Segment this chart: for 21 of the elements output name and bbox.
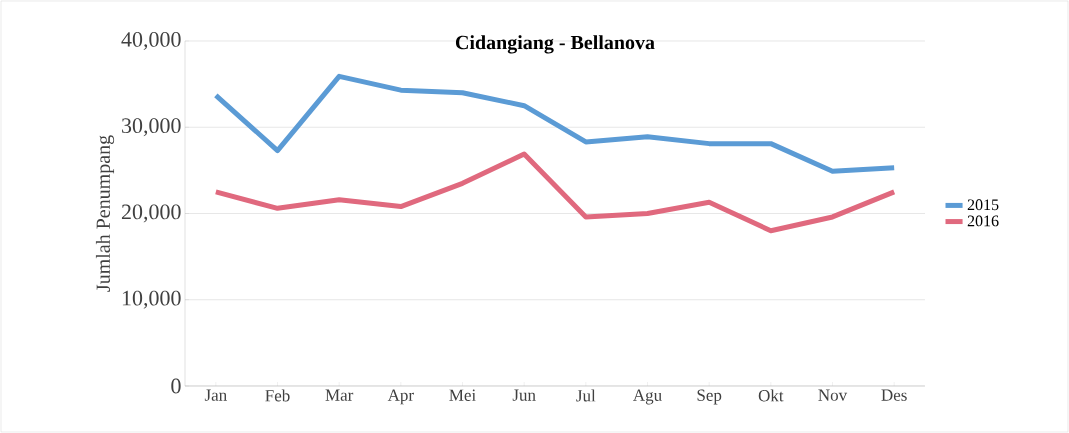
x-tick-label: Des	[881, 389, 907, 401]
y-tick-label: 20,000	[121, 204, 181, 223]
x-tick-label: Jan	[204, 389, 227, 401]
x-tick-label: Jun	[512, 389, 536, 401]
x-tick-label: Jul	[576, 389, 596, 402]
x-tick-label: Agu	[633, 389, 662, 405]
x-tick-label: Okt	[758, 389, 784, 402]
legend-label: 2015	[967, 199, 999, 211]
y-tick-label: 10,000	[122, 290, 181, 309]
legend-label: 2016	[967, 215, 999, 227]
x-tick-label: Mei	[449, 389, 476, 401]
y-tick-label: 30,000	[122, 118, 181, 137]
x-tick-label: Apr	[387, 389, 414, 405]
x-tick-label: Feb	[265, 389, 290, 402]
y-tick-label: 40,000	[121, 31, 181, 51]
chart-title: Cidangiang - Bellanova	[455, 35, 655, 54]
x-tick-label: Mar	[325, 389, 354, 401]
y-axis-title: Jumlah Penumpang	[95, 135, 115, 292]
x-tick-label: Sep	[697, 389, 722, 405]
x-tick-label: Nov	[818, 389, 848, 401]
y-tick-label: 0	[171, 378, 181, 394]
